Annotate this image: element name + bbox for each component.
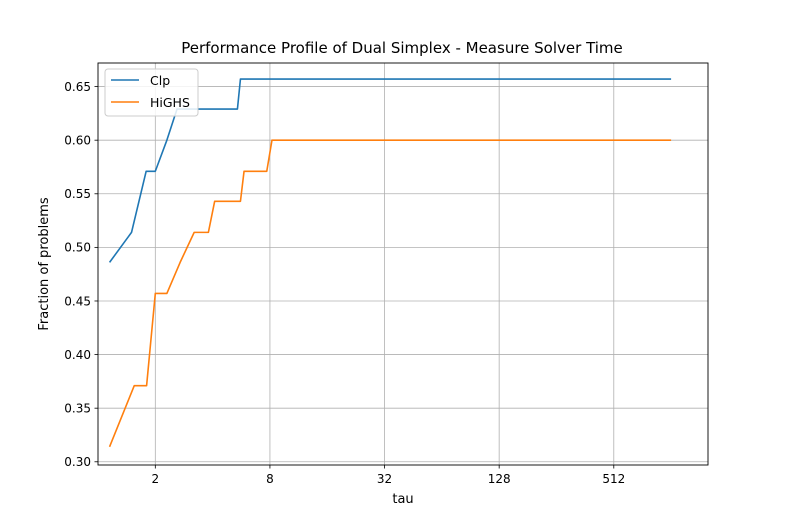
chart-title: Performance Profile of Dual Simplex - Me… [181, 39, 623, 57]
x-tick-label: 8 [266, 472, 274, 486]
x-tick-label: 128 [488, 472, 511, 486]
grid [98, 63, 708, 465]
legend: Clp HiGHS [104, 68, 199, 117]
series-layer [108, 78, 672, 448]
y-tick-label: 0.40 [64, 348, 91, 362]
x-tick-label: 512 [602, 472, 625, 486]
axis-ticks: 2 8 32 128 512 0.30 0.35 0.40 0.45 0.50 0.55 0.60 0.… [64, 80, 625, 486]
x-axis-label: tau [392, 492, 413, 507]
y-tick-label: 0.50 [64, 241, 91, 255]
y-tick-label: 0.60 [64, 133, 91, 147]
y-tick-label: 0.35 [64, 401, 91, 415]
y-tick-label: 0.55 [64, 187, 91, 201]
y-tick-label: 0.45 [64, 294, 91, 308]
x-tick-label: 32 [377, 472, 392, 486]
plot-area-frame [97, 62, 709, 466]
x-tick-label: 2 [151, 472, 159, 486]
y-tick-label: 0.65 [64, 80, 91, 94]
legend-label-highs: HiGHS [150, 95, 190, 110]
series-line-clp [108, 78, 672, 263]
series-line-highs [108, 139, 672, 448]
y-tick-label: 0.30 [64, 455, 91, 469]
legend-label-clp: Clp [150, 73, 170, 88]
y-axis-label: Fraction of problems [37, 197, 52, 330]
